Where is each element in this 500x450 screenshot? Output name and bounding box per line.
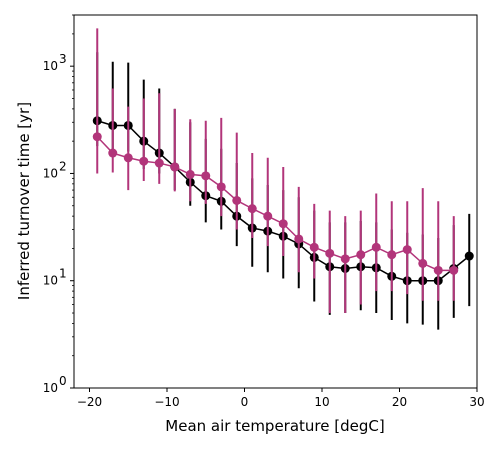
data-point bbox=[216, 182, 226, 192]
y-tick-label: 10 bbox=[43, 381, 58, 395]
x-tick-label: −20 bbox=[77, 395, 102, 409]
plot-frame bbox=[73, 14, 478, 389]
data-point bbox=[154, 158, 164, 168]
x-tick-label: 30 bbox=[469, 395, 484, 409]
x-tick-label: 0 bbox=[241, 395, 249, 409]
data-point bbox=[325, 248, 335, 258]
x-tick-label: 20 bbox=[392, 395, 407, 409]
plot-marks bbox=[92, 28, 474, 330]
x-axis-ticks: −20 −10 0 10 20 30 bbox=[77, 388, 485, 409]
data-point bbox=[201, 171, 211, 181]
data-point bbox=[170, 162, 180, 172]
y-tick-exponent: 2 bbox=[59, 159, 67, 173]
data-point bbox=[340, 254, 350, 264]
data-point bbox=[387, 250, 397, 260]
data-point bbox=[92, 132, 102, 142]
y-tick-exponent: 1 bbox=[59, 267, 67, 281]
data-point bbox=[232, 195, 242, 205]
y-axis-label: Inferred turnover time [yr] bbox=[15, 102, 33, 300]
data-point bbox=[263, 211, 273, 221]
data-point bbox=[402, 245, 412, 255]
y-tick-label: 10 bbox=[43, 274, 58, 288]
x-axis-label: Mean air temperature [degC] bbox=[165, 417, 384, 435]
data-point bbox=[464, 251, 474, 261]
data-point bbox=[294, 234, 304, 244]
y-tick-label: 10 bbox=[43, 166, 58, 180]
series-line bbox=[96, 136, 454, 272]
data-point bbox=[309, 242, 319, 252]
data-point bbox=[108, 148, 118, 158]
data-point bbox=[278, 219, 288, 229]
data-point bbox=[449, 265, 459, 275]
data-point bbox=[139, 156, 149, 166]
data-point bbox=[185, 169, 195, 179]
data-point bbox=[371, 242, 381, 252]
data-point bbox=[247, 204, 257, 214]
x-tick-label: 10 bbox=[314, 395, 329, 409]
data-point bbox=[418, 258, 428, 268]
y-tick-exponent: 3 bbox=[59, 52, 67, 66]
y-tick-label: 10 bbox=[43, 59, 58, 73]
y-tick-exponent: 0 bbox=[59, 374, 67, 388]
data-point bbox=[356, 250, 366, 260]
series-2 bbox=[92, 28, 459, 314]
x-tick-label: −10 bbox=[154, 395, 179, 409]
data-point bbox=[433, 265, 443, 275]
data-point bbox=[123, 153, 133, 163]
